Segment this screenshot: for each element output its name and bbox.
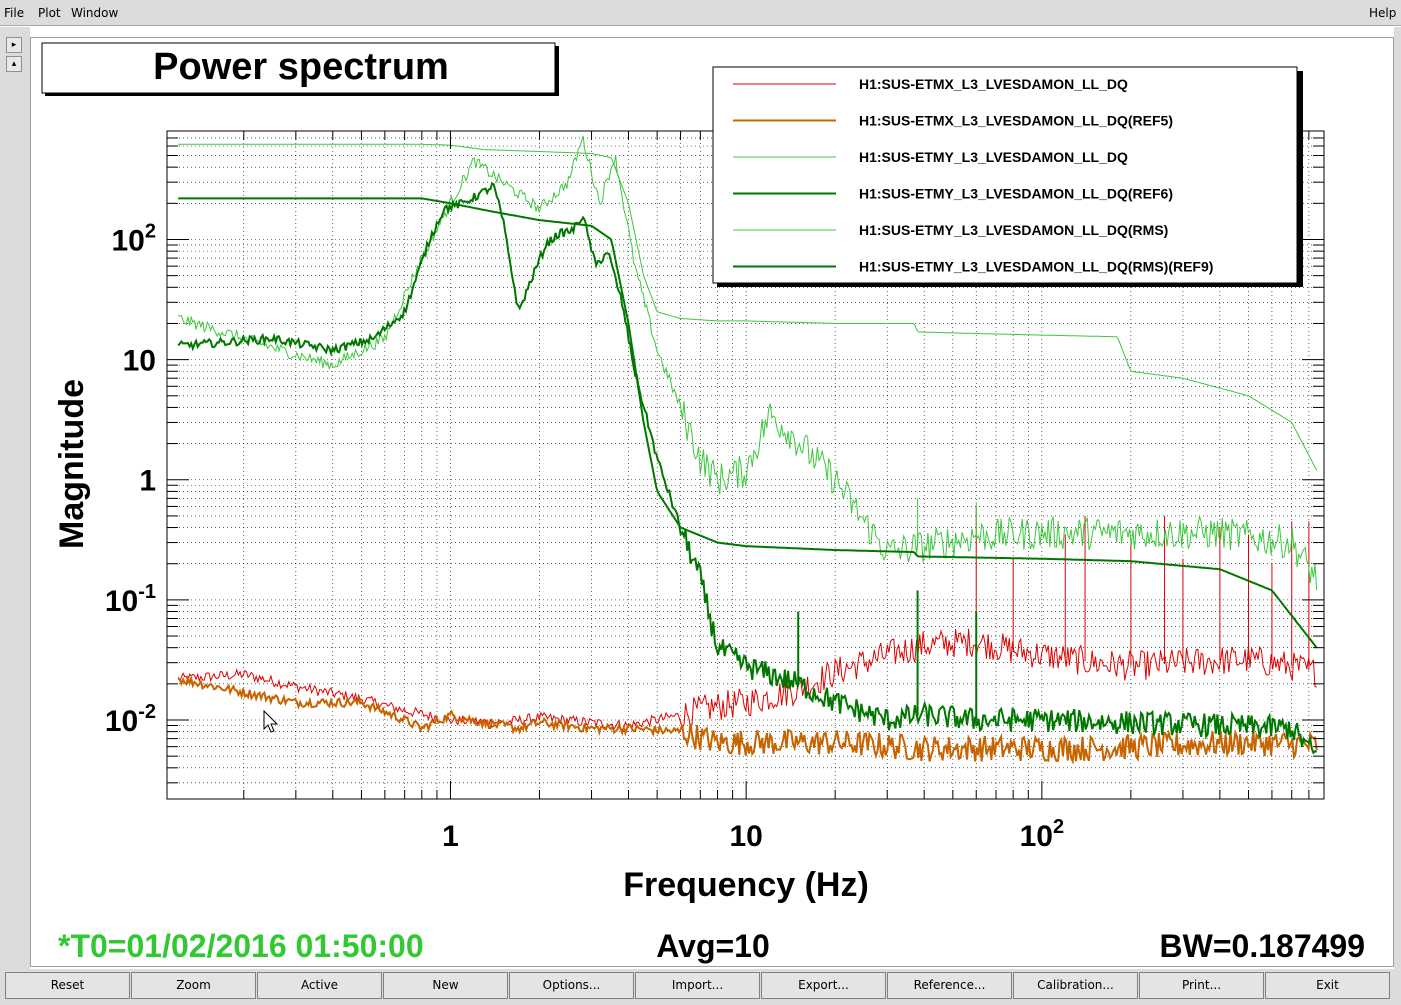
power-spectrum-plot: Power spectrum 1 10 102 10-2 10-1 1 10 102 Fre… (41, 42, 1365, 964)
legend-label: H1:SUS-ETMY_L3_LVESDAMON_LL_DQ (859, 149, 1128, 165)
reference-button[interactable]: Reference... (887, 972, 1012, 999)
plot-canvas[interactable]: Power spectrum 1 10 102 10-2 10-1 1 10 102 Fre… (30, 37, 1394, 967)
legend (712, 66, 1298, 284)
calibration-button[interactable]: Calibration... (1013, 972, 1138, 999)
series-line-4 (178, 143, 1318, 471)
export-button[interactable]: Export... (761, 972, 886, 999)
print-button[interactable]: Print... (1139, 972, 1264, 999)
legend-label: H1:SUS-ETMY_L3_LVESDAMON_LL_DQ(REF6) (859, 186, 1173, 202)
legend-items: H1:SUS-ETMX_L3_LVESDAMON_LL_DQ H1:SUS-ETM… (733, 76, 1213, 275)
x-tick-labels: 1 10 102 (442, 816, 1064, 853)
legend-label: H1:SUS-ETMX_L3_LVESDAMON_LL_DQ(REF5) (859, 113, 1173, 129)
title-box (41, 42, 556, 94)
y-tick-labels: 10-2 10-1 1 10 102 (105, 220, 156, 738)
menu-plot[interactable]: Plot (38, 6, 61, 20)
series-line-3 (177, 182, 1318, 755)
scroll-up-icon[interactable]: ▴ (6, 56, 22, 72)
series-layer (177, 135, 1318, 765)
right-strip (1394, 27, 1401, 969)
legend-label: H1:SUS-ETMY_L3_LVESDAMON_LL_DQ(RMS) (859, 222, 1168, 238)
exit-button[interactable]: Exit (1265, 972, 1390, 999)
scroll-right-icon[interactable]: ▸ (6, 37, 22, 53)
t0-label: *T0=01/02/2016 01:50:00 (58, 928, 424, 964)
mouse-cursor-icon (263, 709, 279, 733)
series-line-2 (177, 135, 1318, 591)
series-line-5 (178, 197, 1318, 649)
new-button[interactable]: New (383, 972, 508, 999)
series-line-1 (178, 674, 1318, 765)
series-line-0 (177, 628, 1317, 731)
x-axis-label: Frequency (Hz) (623, 866, 869, 904)
x-tick-label: 102 (1020, 816, 1065, 853)
menu-file[interactable]: File (4, 6, 25, 20)
zoom-button[interactable]: Zoom (131, 972, 256, 999)
x-tick-label: 1 (442, 820, 459, 853)
y-tick-label: 102 (112, 220, 157, 257)
menu-window[interactable]: Window (71, 6, 119, 20)
legend-label: H1:SUS-ETMY_L3_LVESDAMON_LL_DQ(RMS)(REF9… (859, 259, 1213, 275)
avg-label: Avg=10 (656, 928, 770, 964)
left-scroll-strip: ▸ ▴ (0, 27, 30, 969)
reset-button[interactable]: Reset (5, 972, 130, 999)
options-button[interactable]: Options... (509, 972, 634, 999)
legend-label: H1:SUS-ETMX_L3_LVESDAMON_LL_DQ (859, 76, 1128, 92)
y-tick-label: 1 (139, 465, 156, 498)
y-tick-label: 10 (123, 345, 156, 378)
bw-label: BW=0.187499 (1160, 928, 1365, 964)
active-button[interactable]: Active (257, 972, 382, 999)
chart-title: Power spectrum (153, 46, 449, 88)
menu-help[interactable]: Help (1369, 6, 1397, 20)
y-tick-label: 10-1 (105, 581, 156, 618)
button-bar: Reset Zoom Active New Options... Import.… (0, 969, 1401, 1005)
y-axis-label: Magnitude (53, 379, 91, 549)
menu-bar: File Plot Window Help (0, 0, 1401, 26)
x-tick-label: 10 (729, 820, 762, 853)
y-tick-label: 10-2 (105, 701, 156, 738)
import-button[interactable]: Import... (635, 972, 760, 999)
